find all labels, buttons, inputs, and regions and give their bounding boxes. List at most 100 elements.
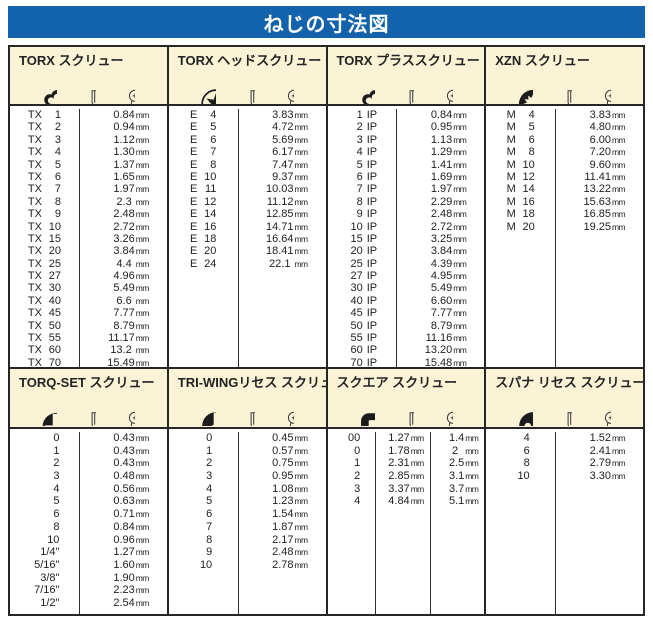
table-title: TORX ヘッドスクリュー (177, 53, 322, 68)
table-title: TRI-WINGリセス スクリュー (177, 375, 326, 390)
unit-label: mm (453, 283, 467, 294)
size-cell: TX 27 (27, 270, 61, 283)
value-cell: 3.83mm (589, 109, 626, 121)
torx-plus-table-header: TORX プラススクリュー (327, 47, 485, 106)
torx-head-table-body: E 4 E 5 E 6 E 7 E 8 E 10 E 11 E 12 E 14 E 16 E 18 E 20 E 24 3.83mm… (168, 106, 326, 367)
unit-label: mm (410, 483, 425, 494)
unit-label: mm (294, 458, 309, 469)
spanner-recess-icon (499, 392, 533, 426)
unit-label: mm (410, 445, 425, 456)
size-cell: M 16 (506, 195, 535, 208)
spanner-table-header: スパナ リセス スクリュー (486, 369, 643, 429)
value-cell: 11.16mm (425, 332, 467, 345)
table-torq-set-screw: TORQ-SET スクリュー 0 1 2 3 4 5 6 8 10 1/4" 5/16" 3/8" 7/… (10, 369, 167, 614)
xzn-spline-socket-icon (499, 70, 533, 104)
square-table-body: 00 0 1 2 3 4 1.27mm 1.78mm 2.31mm 2.85mm 3.37mm 4.8… (327, 429, 485, 614)
unit-label: mm (294, 246, 309, 257)
value-cell: 15.48mm (424, 356, 467, 367)
table-icons (328, 69, 485, 104)
value-cell: 0.95mm (430, 121, 467, 134)
size-cell: M 18 (506, 208, 535, 221)
screw-head-icon (585, 70, 611, 104)
unit-label: mm (453, 171, 467, 182)
offset-cross-tip-icon (70, 392, 96, 426)
unit-label: mm (135, 483, 150, 494)
size-cell: TX 50 (27, 319, 61, 332)
unit-label: mm (294, 509, 309, 520)
value-cell: 5.1mm (448, 495, 479, 508)
size-cell: 2 (53, 457, 60, 470)
unit-label: mm (294, 521, 309, 532)
value-cell: 5.69mm (272, 133, 308, 146)
value-cell: 6.6 mm (116, 294, 149, 307)
value-cell: 5.49mm (430, 282, 467, 295)
unit-label: mm (135, 496, 150, 507)
unit-label: mm (135, 509, 150, 520)
size-cell: TX 3 (27, 133, 61, 146)
torx-table-body: TX 1 TX 2 TX 3 TX 4 TX 5 TX 6 TX 7 TX 8 TX 9 TX 10 TX 15 TX 20 T… (10, 106, 167, 367)
table-torx-screw: TORX スクリュー TX 1 TX 2 TX 3 TX 4 TX 5 TX 6 TX 7 TX 8 TX 9 TX… (10, 47, 167, 367)
unit-label: mm (135, 559, 150, 570)
table-title: TORX スクリュー (19, 53, 124, 68)
value-cell: 1.65mm (113, 170, 150, 183)
size-cell: 4 (53, 482, 60, 495)
value-cell: 1.27mm (388, 432, 424, 444)
size-column: 0 1 2 3 4 5 6 7 8 9 10 (169, 432, 238, 614)
unit-label: mm (453, 134, 467, 145)
spanner-tip-icon (546, 392, 572, 426)
value-cell: 0.96mm (113, 533, 149, 546)
value-cell: 13.22mm (583, 183, 626, 196)
unit-label: mm (294, 171, 309, 182)
unit-label: mm (453, 221, 467, 232)
unit-label: mm (453, 233, 467, 244)
unit-label: mm (410, 471, 425, 482)
table-title: TORX プラススクリュー (336, 53, 480, 68)
size-cell: 2 (354, 470, 361, 483)
square-recess-icon (341, 392, 375, 426)
unit-label: mm (135, 147, 150, 158)
unit-label: mm (135, 521, 150, 532)
value-cell: 3.7mm (448, 482, 479, 495)
size-cell: TX 70 (27, 356, 61, 367)
size-cell: E 14 (190, 208, 217, 221)
size-cell: 6 (53, 508, 60, 521)
unit-label: mm (135, 171, 150, 182)
screw-head-icon (268, 392, 294, 426)
unit-label: mm (135, 585, 150, 596)
size-cell: 1 (354, 457, 361, 470)
value-cell: 0.56mm (113, 482, 150, 495)
size-cell: TX 7 (27, 183, 61, 196)
value-cell: 2.17mm (272, 533, 308, 546)
value-cell: 13.20mm (424, 344, 467, 357)
size-cell: TX 45 (27, 307, 61, 320)
value-cell: 1.4mm (448, 432, 479, 444)
unit-label: mm (465, 458, 479, 469)
size-cell: 4 (354, 495, 361, 508)
unit-label: mm (612, 433, 626, 443)
table-spanner-recess-screw: スパナ リセス スクリュー 4 6 8 10 1.52mm 2.41mm 2.79mm 3.3… (484, 369, 643, 614)
value-cell: 2.29mm (430, 195, 467, 208)
value-column-2: 1.4mm 2 mm 2.5mm 3.1mm 3.7mm 5.1mm (429, 432, 485, 614)
unit-label: mm (612, 445, 626, 456)
value-cell: 8.79mm (430, 319, 467, 332)
value-column: 1.27mm 1.78mm 2.31mm 2.85mm 3.37mm 4.84mm (375, 432, 430, 614)
torx-head-table-header: TORX ヘッドスクリュー (168, 47, 326, 106)
value-cell: 0.43mm (113, 444, 149, 457)
unit-label: mm (612, 458, 626, 469)
unit-label: mm (135, 433, 150, 443)
size-cell: 5 IP (356, 158, 378, 171)
driver-bit-icon (70, 70, 96, 104)
value-cell: 6.60mm (430, 294, 467, 307)
size-cell: TX 8 (27, 195, 61, 208)
bottom-tables-row: TORQ-SET スクリュー 0 1 2 3 4 5 6 8 10 1/4" 5/16" 3/8" 7/… (10, 369, 643, 614)
value-cell: 1.30mm (113, 146, 150, 159)
size-cell: 5 (206, 495, 213, 508)
size-cell: E 10 (190, 170, 217, 183)
unit-label: mm (294, 559, 309, 570)
unit-label: mm (294, 122, 309, 133)
size-cell: 6 IP (356, 170, 378, 183)
